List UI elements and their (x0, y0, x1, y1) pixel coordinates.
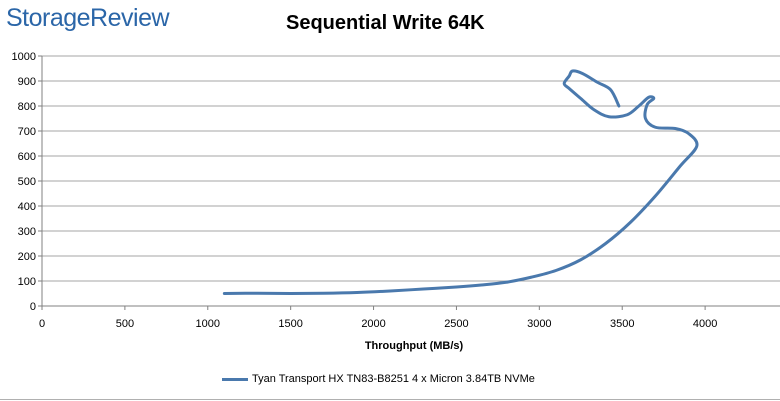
x-tick-label: 4000 (693, 318, 717, 330)
storagereview-logo: StorageReview (6, 4, 170, 32)
x-tick-label: 500 (116, 318, 134, 330)
y-tick-label: 300 (18, 226, 36, 238)
x-tick-label: 2500 (444, 318, 468, 330)
y-tick-label: 200 (18, 251, 36, 263)
y-tick-label: 100 (18, 276, 36, 288)
y-tick-label: 0 (30, 301, 36, 313)
y-tick-labels: 0 100 200 300 400 500 600 700 800 900 1000 (12, 51, 36, 313)
legend: Tyan Transport HX TN83-B8251 4 x Micron … (222, 373, 535, 385)
gridlines (42, 55, 780, 282)
y-tick-label: 600 (18, 151, 36, 163)
x-tick-label: 3000 (527, 318, 551, 330)
x-tick-label: 1500 (278, 318, 302, 330)
y-tick-label: 500 (18, 176, 36, 188)
y-tick-label: 900 (18, 76, 36, 88)
series-line (222, 69, 699, 295)
frame-border (0, 399, 780, 400)
x-tick-label: 1000 (196, 318, 220, 330)
legend-swatch (222, 377, 248, 381)
y-tick-label: 400 (18, 201, 36, 213)
x-tick-label: 0 (39, 318, 45, 330)
x-tick-label: 2000 (361, 318, 385, 330)
y-tick-label: 800 (18, 101, 36, 113)
axes (38, 55, 780, 310)
y-tick-label: 1000 (12, 51, 36, 63)
x-tick-label: 3500 (610, 318, 634, 330)
series-lines (222, 69, 699, 295)
chart-title: Sequential Write 64K (286, 12, 485, 34)
legend-label: Tyan Transport HX TN83-B8251 4 x Micron … (252, 373, 535, 385)
y-tick-label: 700 (18, 126, 36, 138)
x-tick-labels: 050010001500200025003000350040004 (39, 318, 717, 330)
x-axis-label: Throughput (MB/s) (365, 340, 464, 352)
